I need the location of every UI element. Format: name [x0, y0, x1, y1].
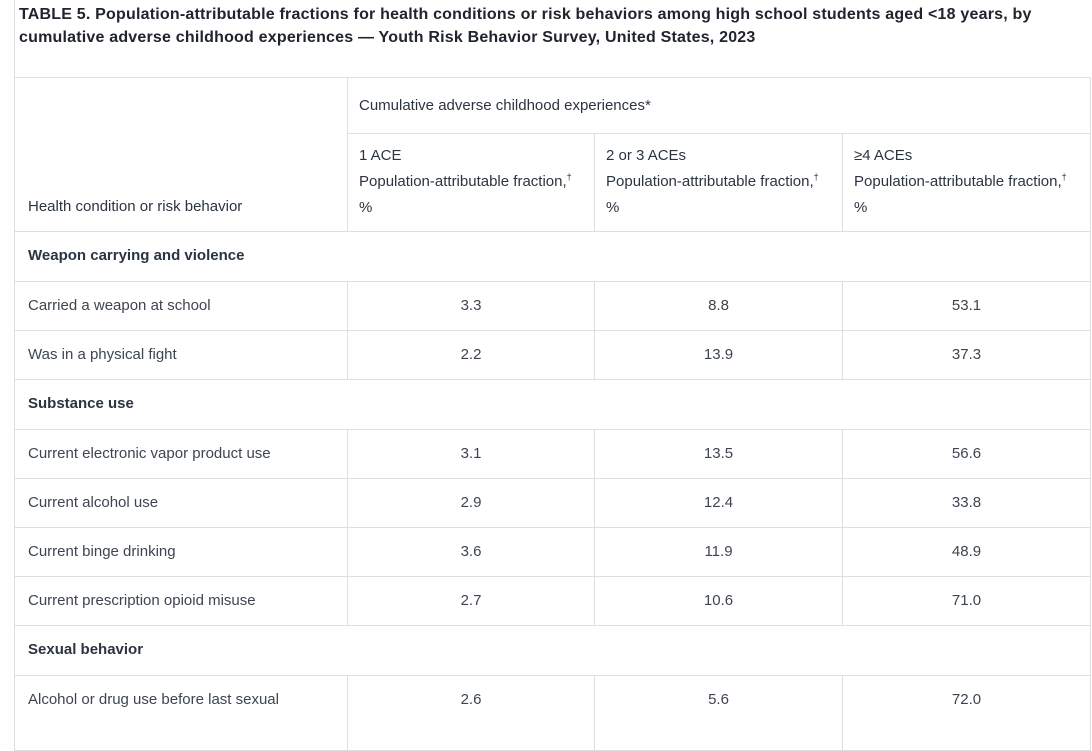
cell-value: 12.4 [594, 478, 843, 528]
table-row: Alcohol or drug use before last sexual 2… [14, 675, 1092, 751]
cell-value: 11.9 [594, 527, 843, 577]
cell-value: 2.6 [347, 675, 595, 751]
cell-value: 13.5 [594, 429, 843, 479]
row-label: Alcohol or drug use before last sexual [14, 675, 348, 751]
row-label: Was in a physical fight [14, 330, 348, 380]
group-header-row: Health condition or risk behavior Cumula… [14, 77, 1092, 232]
column-header-1ace: 1 ACE Population-attributable fraction,†… [347, 133, 595, 232]
cell-value: 2.7 [347, 576, 595, 626]
row-label: Carried a weapon at school [14, 281, 348, 331]
cell-value: 71.0 [841, 576, 1092, 626]
cell-value: 8.8 [594, 281, 843, 331]
table-row: Was in a physical fight 2.2 13.9 37.3 [14, 330, 1092, 380]
section-row-substance-use: Substance use [13, 379, 1092, 430]
measure-label: Population-attributable fraction,† % [359, 172, 572, 217]
table-title: TABLE 5. Population-attributable fractio… [19, 3, 1032, 49]
column-header-row: 1 ACE Population-attributable fraction,†… [15, 133, 1092, 232]
dagger-footnote-mark: † [813, 172, 819, 182]
column-header-4plusaces: ≥4 ACEs Population-attributable fraction… [841, 133, 1092, 232]
section-row-weapon-violence: Weapon carrying and violence [13, 231, 1092, 282]
table-title-line1: TABLE 5. Population-attributable fractio… [19, 6, 1032, 23]
column-header-2or3aces: 2 or 3 ACEs Population-attributable frac… [594, 133, 843, 232]
cell-value: 10.6 [594, 576, 843, 626]
cell-value: 53.1 [841, 281, 1092, 331]
row-label: Current electronic vapor product use [14, 429, 348, 479]
cell-value: 37.3 [841, 330, 1092, 380]
cell-value: 3.3 [347, 281, 595, 331]
ace-count-label: ≥4 ACEs [854, 147, 913, 164]
table-row: Carried a weapon at school 3.3 8.8 53.1 [14, 281, 1092, 331]
row-label: Current binge drinking [14, 527, 348, 577]
row-label: Current prescription opioid misuse [14, 576, 348, 626]
table-title-line2: cumulative adverse childhood experiences… [19, 29, 756, 46]
row-header-cell: Health condition or risk behavior [14, 77, 348, 232]
cell-value: 48.9 [841, 527, 1092, 577]
cell-value: 56.6 [841, 429, 1092, 479]
cell-value: 2.2 [347, 330, 595, 380]
measure-label: Population-attributable fraction,† % [854, 172, 1067, 217]
cell-value: 72.0 [841, 675, 1092, 751]
cell-value: 3.1 [347, 429, 595, 479]
dagger-footnote-mark: † [1061, 172, 1067, 182]
ace-count-label: 2 or 3 ACEs [606, 147, 687, 164]
cell-value: 3.6 [347, 527, 595, 577]
section-title: Sexual behavior [13, 625, 1092, 676]
group-header-cell: Cumulative adverse childhood experiences… [346, 77, 1092, 134]
section-title: Substance use [13, 379, 1092, 430]
row-label: Current alcohol use [14, 478, 348, 528]
paf-table: Health condition or risk behavior Cumula… [13, 77, 1092, 751]
section-row-sexual-behavior: Sexual behavior [13, 625, 1092, 676]
table-row: Current alcohol use 2.9 12.4 33.8 [14, 478, 1092, 528]
ace-count-label: 1 ACE [359, 147, 402, 164]
section-title: Weapon carrying and violence [13, 231, 1092, 282]
measure-label: Population-attributable fraction,† % [606, 172, 819, 217]
cell-value: 2.9 [347, 478, 595, 528]
table-row: Current prescription opioid misuse 2.7 1… [14, 576, 1092, 626]
table-row: Current electronic vapor product use 3.1… [14, 429, 1092, 479]
cell-value: 33.8 [841, 478, 1092, 528]
table-row: Current binge drinking 3.6 11.9 48.9 [14, 527, 1092, 577]
cell-value: 5.6 [594, 675, 843, 751]
dagger-footnote-mark: † [566, 172, 572, 182]
cell-value: 13.9 [594, 330, 843, 380]
